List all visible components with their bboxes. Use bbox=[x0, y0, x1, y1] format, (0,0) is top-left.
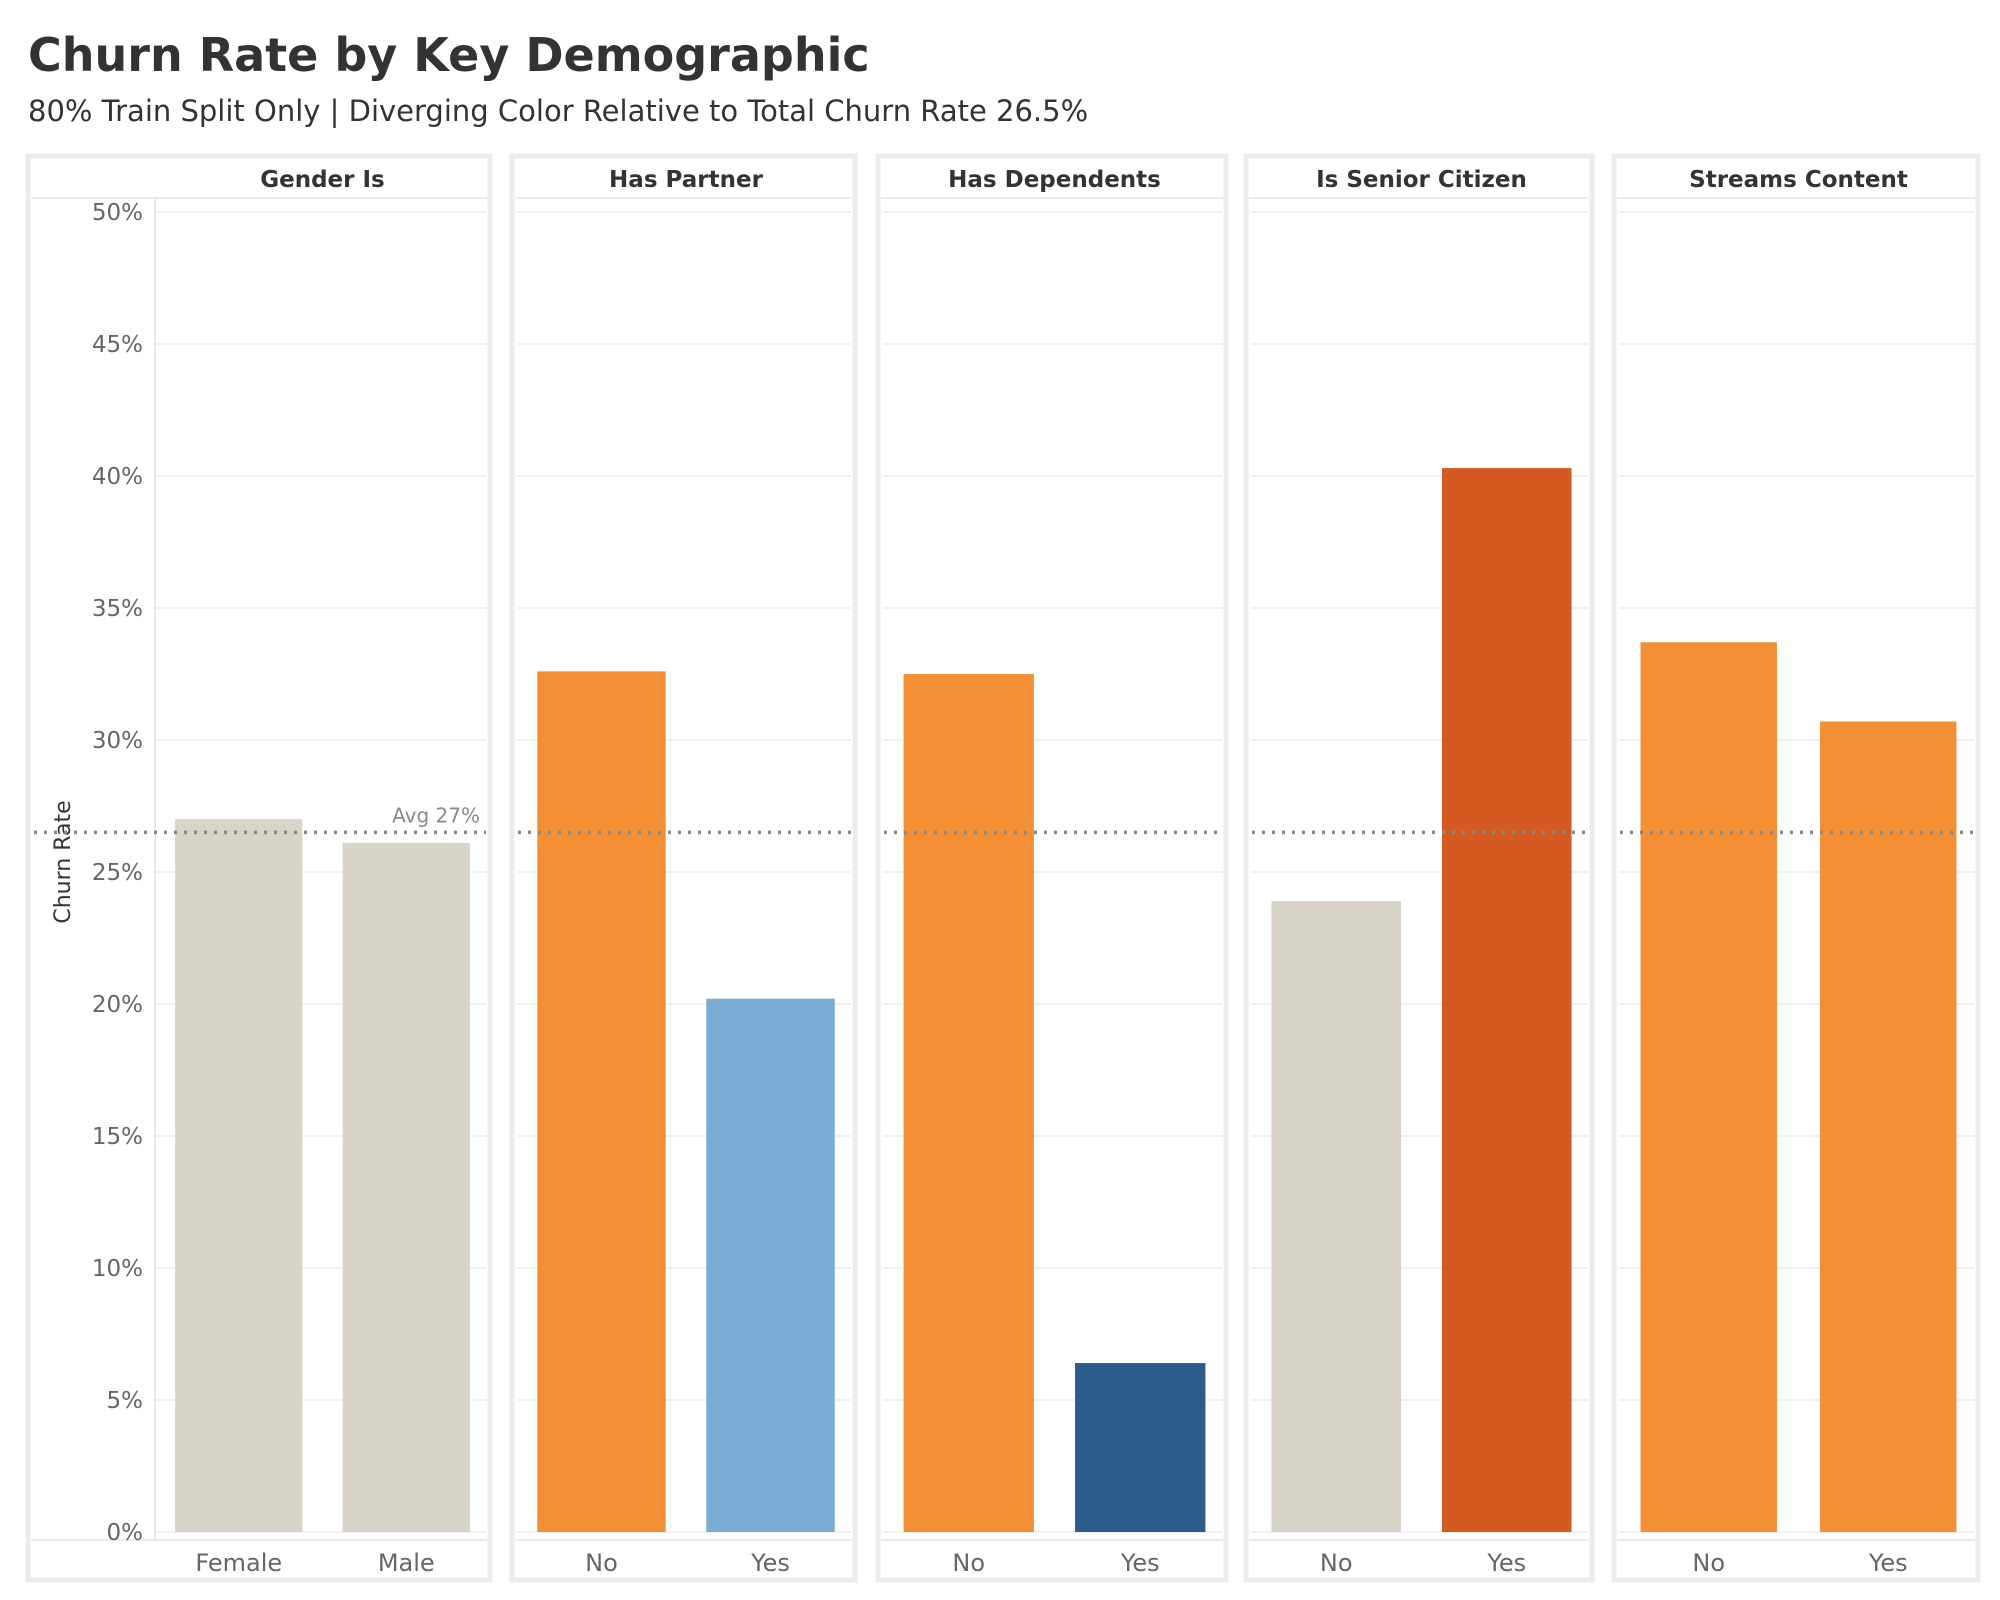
y-tick-label: 30% bbox=[92, 728, 143, 754]
bar bbox=[1640, 642, 1777, 1532]
x-category-label: No bbox=[1692, 1549, 1725, 1577]
facet-panel bbox=[1611, 153, 1981, 1583]
y-tick-label: 10% bbox=[92, 1256, 143, 1282]
x-category-label: Yes bbox=[750, 1549, 790, 1577]
bar bbox=[342, 842, 470, 1532]
x-category-label: Male bbox=[378, 1549, 435, 1577]
facet-title: Streams Content bbox=[1689, 167, 1908, 193]
chart-title: Churn Rate by Key Demographic bbox=[28, 28, 870, 82]
bar bbox=[1441, 468, 1572, 1533]
y-tick-label: 50% bbox=[92, 200, 143, 226]
x-category-label: No bbox=[1320, 1549, 1353, 1577]
bar bbox=[1820, 721, 1957, 1532]
facet-panel bbox=[1243, 153, 1595, 1583]
chart-subtitle: 80% Train Split Only | Diverging Color R… bbox=[28, 94, 1089, 128]
x-category-label: Yes bbox=[1120, 1549, 1160, 1577]
facet-panel bbox=[25, 153, 493, 1583]
x-category-label: Female bbox=[195, 1549, 282, 1577]
facet-panel bbox=[875, 153, 1229, 1583]
facet-title: Is Senior Citizen bbox=[1316, 167, 1527, 193]
x-category-label: Yes bbox=[1486, 1549, 1526, 1577]
y-tick-label: 15% bbox=[92, 1124, 143, 1150]
bar bbox=[537, 671, 666, 1532]
facet-panel bbox=[509, 153, 858, 1583]
y-tick-label: 5% bbox=[107, 1388, 144, 1414]
bar bbox=[1075, 1363, 1206, 1532]
y-tick-label: 20% bbox=[92, 992, 143, 1018]
x-category-label: No bbox=[585, 1549, 618, 1577]
bar bbox=[706, 998, 835, 1532]
y-axis-title: Churn Rate bbox=[51, 800, 76, 923]
bar bbox=[903, 674, 1034, 1532]
x-category-label: Yes bbox=[1868, 1549, 1908, 1577]
y-tick-label: 25% bbox=[92, 860, 143, 886]
y-tick-label: 45% bbox=[92, 332, 143, 358]
average-reference-label: Avg 27% bbox=[392, 803, 480, 827]
y-tick-label: 35% bbox=[92, 596, 143, 622]
x-category-label: No bbox=[952, 1549, 985, 1577]
facet-title: Has Partner bbox=[609, 167, 764, 193]
facet-title: Has Dependents bbox=[948, 167, 1161, 193]
facet-title: Gender Is bbox=[260, 167, 385, 193]
y-tick-label: 0% bbox=[107, 1520, 144, 1546]
y-tick-label: 40% bbox=[92, 464, 143, 490]
bar bbox=[1271, 901, 1402, 1532]
bar bbox=[175, 819, 303, 1532]
